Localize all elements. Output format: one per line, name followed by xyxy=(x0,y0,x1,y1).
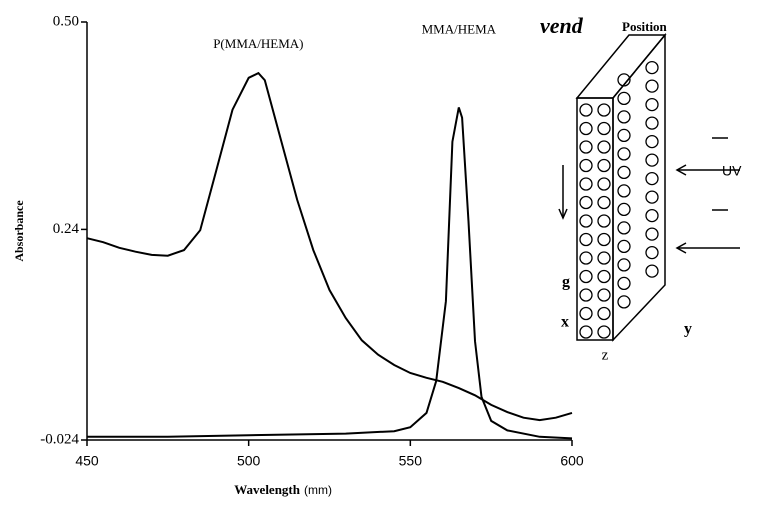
bubble xyxy=(618,166,630,178)
y-tick-label: 0.24 xyxy=(53,221,80,237)
x-axis-unit: (mm) xyxy=(304,483,332,497)
bubble xyxy=(580,271,592,283)
bubble xyxy=(646,80,658,92)
x-tick-label: 500 xyxy=(237,453,261,469)
y-axis-label: Absorbance xyxy=(12,200,26,262)
bubble xyxy=(618,222,630,234)
bubble xyxy=(580,215,592,227)
bubble xyxy=(646,265,658,277)
bubble xyxy=(598,234,610,246)
bubble xyxy=(580,234,592,246)
bubble xyxy=(580,326,592,338)
bubble xyxy=(646,154,658,166)
bubble xyxy=(598,160,610,172)
series-line xyxy=(87,107,572,438)
bubble xyxy=(646,210,658,222)
series-label: P(MMA/HEMA) xyxy=(213,36,303,51)
bubble xyxy=(580,308,592,320)
g-label: g xyxy=(562,274,570,291)
series-line xyxy=(87,73,572,420)
x-tick-label: 550 xyxy=(399,453,423,469)
bubble xyxy=(646,136,658,148)
bubble xyxy=(580,160,592,172)
inset-subtitle: Position xyxy=(622,19,668,34)
prism-front xyxy=(577,98,613,340)
bubble xyxy=(646,191,658,203)
bubble xyxy=(598,197,610,209)
bubble xyxy=(598,123,610,135)
prism-diagram xyxy=(559,35,740,340)
y-tick-label: 0.50 xyxy=(53,13,79,29)
x-axis-label: Wavelength xyxy=(234,482,300,497)
bubble xyxy=(646,99,658,111)
bubble xyxy=(598,252,610,264)
bubble xyxy=(580,104,592,116)
bubble xyxy=(598,178,610,190)
chart: Absorbance Wavelength (mm) vend Position… xyxy=(0,0,763,509)
bubble xyxy=(580,252,592,264)
bubble xyxy=(598,308,610,320)
y-tick-label: -0.024 xyxy=(40,431,79,447)
bubble xyxy=(580,289,592,301)
bubble xyxy=(646,173,658,185)
bubble xyxy=(618,259,630,271)
bubble xyxy=(618,111,630,123)
bubble xyxy=(580,123,592,135)
bubble xyxy=(598,215,610,227)
x-label: x xyxy=(561,314,569,331)
z-label: z xyxy=(602,347,609,363)
y-label: y xyxy=(684,321,692,338)
bubble xyxy=(646,62,658,74)
series-label: MMA/HEMA xyxy=(422,21,497,36)
bubble xyxy=(618,277,630,289)
x-tick-label: 600 xyxy=(560,453,584,469)
bubble xyxy=(646,228,658,240)
bubble xyxy=(646,117,658,129)
bubble xyxy=(646,247,658,259)
bubble xyxy=(618,185,630,197)
bubble xyxy=(598,326,610,338)
bubble xyxy=(580,178,592,190)
bubble xyxy=(598,289,610,301)
bubble xyxy=(618,296,630,308)
bubble xyxy=(580,197,592,209)
x-tick-label: 450 xyxy=(75,453,99,469)
bubble xyxy=(598,141,610,153)
bubble xyxy=(598,104,610,116)
bubble xyxy=(618,203,630,215)
bubble xyxy=(618,129,630,141)
bubble xyxy=(618,240,630,252)
bubble xyxy=(618,148,630,160)
bubble xyxy=(598,271,610,283)
bubble xyxy=(580,141,592,153)
inset-title: vend xyxy=(540,13,584,38)
prism-side xyxy=(613,35,665,340)
bubble xyxy=(618,92,630,104)
uv-label: UV xyxy=(722,163,742,179)
